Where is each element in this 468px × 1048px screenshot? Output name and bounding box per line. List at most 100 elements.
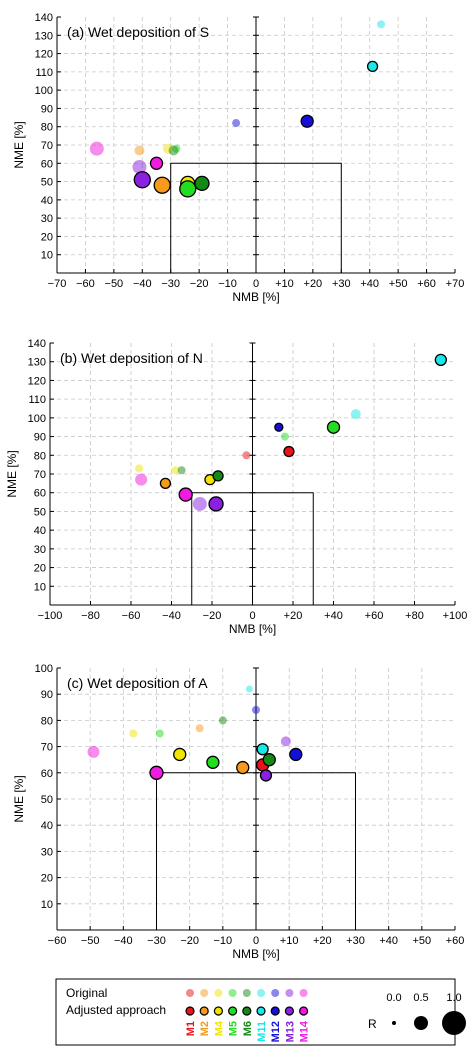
panel-title: (c) Wet deposition of A (67, 675, 208, 691)
adjusted-point-m6 (194, 175, 210, 192)
legend-original-dot-m6 (242, 989, 251, 997)
legend-model-label-m4: M4 (213, 1020, 225, 1036)
original-point-m11 (377, 20, 386, 29)
y-tick-label: 40 (34, 525, 46, 537)
adjusted-point-m11 (434, 353, 447, 366)
x-tick-label: +40 (324, 610, 343, 622)
x-tick-label: −20 (203, 610, 222, 622)
legend-r-scale-dot (414, 1016, 428, 1030)
x-tick-label: 0 (253, 935, 259, 947)
adjusted-point-m14 (149, 156, 164, 170)
x-tick-label: −70 (48, 278, 67, 290)
x-tick-label: −50 (105, 278, 124, 290)
legend-adjusted-dot-m11 (256, 1006, 266, 1016)
adjusted-point-m13 (133, 171, 151, 189)
y-tick-label: 20 (41, 873, 53, 885)
x-axis-title: NMB [%] (232, 947, 279, 961)
x-axis-title: NMB [%] (232, 290, 279, 304)
y-tick-label: 70 (41, 140, 53, 152)
y-tick-label: 90 (34, 432, 46, 444)
legend-r-scale-label: 0.5 (413, 992, 428, 1004)
original-point-m6 (218, 716, 227, 725)
x-tick-label: +20 (284, 610, 303, 622)
y-tick-label: 130 (28, 357, 46, 369)
legend-adjusted-dot-m13 (284, 1006, 294, 1016)
adjusted-point-m14 (149, 765, 164, 780)
panel-title: (a) Wet deposition of S (67, 24, 209, 40)
y-tick-label: 60 (41, 768, 53, 780)
legend-adjusted-dot-m14 (299, 1006, 309, 1016)
original-point-m13 (192, 496, 207, 511)
legend-model-label-m2: M2 (199, 1021, 211, 1036)
y-tick-label: 80 (41, 715, 53, 727)
adjusted-point-m11 (256, 743, 269, 756)
x-tick-label: +40 (379, 935, 398, 947)
legend-adjusted-dot-m1 (185, 1006, 195, 1016)
legend-adjusted-dot-m6 (242, 1006, 252, 1016)
original-point-m4 (129, 729, 138, 738)
x-tick-label: +70 (446, 278, 465, 290)
adjusted-point-m4 (173, 747, 187, 762)
legend-original-label: Original (66, 986, 107, 1000)
legend-original-dot-m13 (285, 989, 294, 997)
y-tick-label: 60 (34, 488, 46, 500)
panel-title: (b) Wet deposition of N (60, 350, 203, 366)
x-tick-label: 0 (253, 278, 259, 290)
x-tick-label: +10 (275, 278, 294, 290)
legend-adjusted-dot-m2 (199, 1006, 209, 1016)
x-tick-label: −10 (218, 278, 237, 290)
legend-model-label-m14: M14 (299, 1020, 311, 1042)
original-point-m11 (245, 685, 253, 693)
legend-adjusted-dot-m4 (213, 1006, 223, 1016)
y-tick-label: 50 (41, 177, 53, 189)
adjusted-point-m5 (206, 755, 220, 769)
original-point-m1 (242, 451, 251, 460)
legend-model-label-m5: M5 (228, 1021, 240, 1036)
legend-r-scale-dot (442, 1011, 466, 1035)
x-tick-label: −100 (38, 610, 63, 622)
y-tick-label: 30 (34, 544, 46, 556)
original-point-m12 (232, 119, 241, 128)
y-tick-label: 10 (41, 250, 53, 262)
x-axis-title: NMB [%] (229, 622, 276, 636)
y-axis-title: NME [%] (12, 775, 26, 822)
original-point-m13 (280, 736, 291, 747)
adjusted-point-m11 (366, 60, 379, 73)
x-tick-label: −40 (162, 610, 181, 622)
y-tick-label: 100 (35, 663, 53, 675)
original-point-m4 (171, 466, 180, 475)
y-tick-label: 20 (34, 563, 46, 575)
adjusted-point-m13 (259, 769, 273, 782)
x-tick-label: +10 (280, 935, 299, 947)
legend-model-label-m11: M11 (256, 1021, 268, 1042)
x-tick-label: +80 (405, 610, 424, 622)
legend-original-dot-m12 (271, 989, 280, 997)
adjusted-point-m14 (178, 487, 193, 502)
legend-model-label-m1: M1 (185, 1021, 197, 1036)
legend-original-dot-m4 (214, 989, 223, 997)
adjusted-point-m12 (300, 114, 314, 128)
x-tick-label: +100 (443, 610, 468, 622)
chart-panel-1: −70 −60 −50 −40 −30 −20 −10 0 +10 +20 +30 +40 +50 +60… (12, 12, 464, 304)
x-tick-label: +50 (389, 278, 408, 290)
y-tick-label: 30 (41, 846, 53, 858)
x-tick-label: −50 (81, 935, 100, 947)
original-point-m14 (135, 473, 148, 486)
adjusted-point-m6 (212, 470, 224, 482)
x-tick-label: −60 (48, 935, 67, 947)
legend-r-scale-label: 0.0 (386, 992, 401, 1004)
x-tick-label: +50 (412, 935, 431, 947)
chart-panel-3: −60 −50 −40 −30 −20 −10 0 +10 +20 +30 +40 +50 +60 10 2… (12, 663, 464, 961)
x-tick-label: −80 (81, 610, 100, 622)
original-point-m4 (135, 464, 144, 473)
original-point-m12 (252, 705, 260, 714)
x-tick-label: −60 (122, 610, 141, 622)
original-point-m5 (155, 729, 164, 738)
y-tick-label: 40 (41, 195, 53, 207)
y-tick-label: 10 (41, 899, 53, 911)
adjusted-point-m12 (289, 747, 303, 762)
y-tick-label: 100 (35, 85, 53, 97)
y-tick-label: 110 (28, 394, 46, 406)
